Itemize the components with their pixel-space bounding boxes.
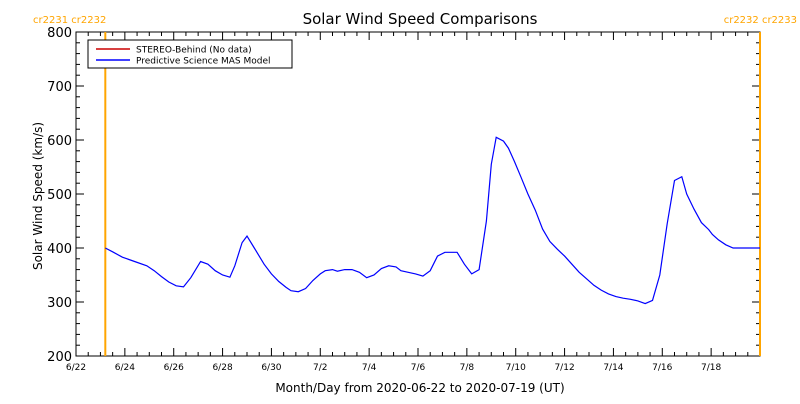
x-axis-label: Month/Day from 2020-06-22 to 2020-07-19 … (275, 381, 564, 395)
plot-frame (75, 31, 761, 357)
carrington-marker-label: cr2232 cr2233 (724, 15, 797, 26)
x-tick-label: 7/4 (362, 363, 377, 373)
y-tick-label: 200 (47, 350, 72, 365)
x-tick-label: 7/14 (603, 363, 623, 373)
x-tick-label: 7/2 (313, 363, 327, 373)
x-tick-label: 7/10 (506, 363, 526, 373)
x-tick-label: 7/8 (460, 363, 475, 373)
x-tick-label: 7/6 (411, 363, 426, 373)
y-tick-label: 700 (47, 80, 72, 95)
y-tick-label: 300 (47, 296, 72, 311)
legend-box (87, 39, 293, 69)
x-tick-label: 6/24 (115, 363, 135, 373)
x-tick-label: 7/18 (701, 363, 721, 373)
legend-entry: STEREO-Behind (No data) (136, 46, 252, 56)
legend-entry: Predictive Science MAS Model (136, 57, 271, 67)
x-tick-label: 7/12 (554, 363, 574, 373)
x-tick-label: 7/16 (652, 363, 672, 373)
y-tick-label: 400 (47, 242, 72, 257)
x-tick-label: 6/22 (66, 363, 86, 373)
plot-area: 200 300 400 500 600 700 800 6/22 6/24 6/26 6/28 6/3… (33, 15, 797, 373)
y-tick-label: 500 (47, 188, 72, 203)
x-tick-label: 6/26 (164, 363, 184, 373)
chart-title: Solar Wind Speed Comparisons (303, 10, 538, 28)
series-line-mas-model (105, 136, 760, 305)
y-tick-label: 600 (47, 134, 72, 149)
x-tick-label: 6/28 (212, 363, 232, 373)
carrington-marker-label: cr2231 cr2232 (33, 15, 106, 26)
x-tick-label: 6/30 (261, 363, 281, 373)
y-tick-label: 800 (47, 26, 72, 41)
y-axis-label: Solar Wind Speed (km/s) (31, 122, 45, 270)
